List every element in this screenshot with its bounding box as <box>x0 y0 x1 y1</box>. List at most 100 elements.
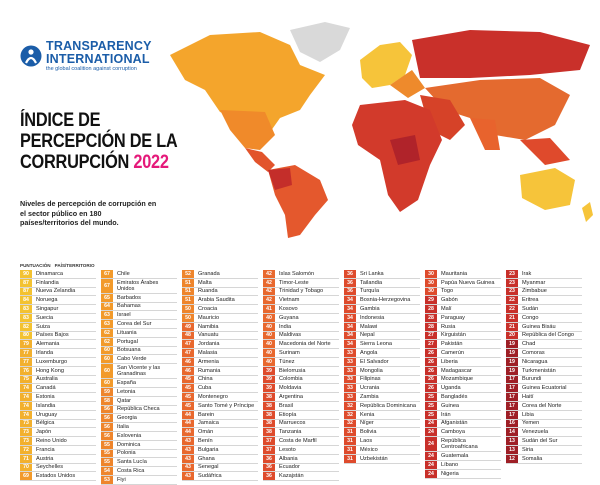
table-row: 67 Chile <box>101 270 177 279</box>
table-row: 43 Senegal <box>182 463 258 473</box>
score-cell: 24 <box>425 419 437 428</box>
table-row: 83 Singapur <box>20 305 96 314</box>
table-row: 53 Fiyi <box>101 475 177 485</box>
table-row: 82 Suiza <box>20 322 96 332</box>
country-name: Congo <box>522 314 539 321</box>
map-region <box>520 138 570 165</box>
country-name: Bielorrusia <box>279 367 306 374</box>
table-row: 32 Kenia <box>344 410 420 420</box>
score-cell: 60 <box>101 379 113 387</box>
score-cell: 39 <box>263 375 275 384</box>
country-name: Trinidad y Tobago <box>279 288 324 295</box>
table-row: 34 Sierra Leona <box>344 340 420 350</box>
score-cell: 76 <box>20 366 32 375</box>
title-year: 2022 <box>133 152 169 173</box>
score-cell: 74 <box>20 384 32 393</box>
score-cell: 55 <box>101 440 113 449</box>
country-name: Uganda <box>441 385 461 392</box>
score-cell: 87 <box>20 278 32 287</box>
score-cell: 31 <box>344 445 356 454</box>
table-row: 69 Estados Unidos <box>20 472 96 482</box>
table-row: 79 Alemania <box>20 340 96 350</box>
country-name: Siria <box>522 446 534 453</box>
table-row: 45 Montenegro <box>182 393 258 402</box>
country-name: Sudáfrica <box>198 473 222 480</box>
country-name: Indonesia <box>360 314 385 321</box>
table-row: 17 Haití <box>506 393 582 402</box>
table-row: 26 Liberia <box>425 357 501 367</box>
table-row: 55 Santa Lucía <box>101 458 177 468</box>
score-cell: 47 <box>182 340 194 349</box>
score-cell: 27 <box>425 340 437 349</box>
score-table: 90 Dinamarca 87 Finlandia 87 Nueva Zelandia 84… <box>20 270 585 485</box>
map-region <box>520 168 575 210</box>
title-line: ÍNDICE DE <box>20 110 101 131</box>
score-cell: 62 <box>101 328 113 337</box>
score-cell: 52 <box>182 270 194 278</box>
map-region <box>582 202 593 222</box>
country-name: Eritrea <box>522 297 539 304</box>
map-region <box>425 78 570 140</box>
table-row: 38 Tanzania <box>263 428 339 438</box>
table-row: 31 México <box>344 445 420 455</box>
score-cell: 29 <box>425 296 437 305</box>
table-row: 34 Bosnia-Herzegovina <box>344 296 420 306</box>
score-cell: 45 <box>182 401 194 410</box>
table-row: 75 Australia <box>20 375 96 385</box>
country-name: Costa de Marfil <box>279 437 317 444</box>
score-cell: 44 <box>182 428 194 437</box>
score-cell: 28 <box>425 305 437 313</box>
title: ÍNDICE DE PERCEPCIÓN DE LA CORRUPCIÓN 20… <box>20 110 178 173</box>
table-row: 55 Dominica <box>101 440 177 450</box>
table-row: 33 Ucrania <box>344 384 420 394</box>
country-name: Cabo Verde <box>117 356 147 363</box>
score-cell: 36 <box>344 278 356 287</box>
country-name: Sudán del Sur <box>522 437 558 444</box>
score-cell: 38 <box>263 410 275 419</box>
score-cell: 42 <box>263 278 275 287</box>
score-cell: 16 <box>506 419 518 428</box>
country-name: Turkmenistán <box>522 367 556 374</box>
table-row: 33 Zambia <box>344 393 420 402</box>
country-name: Túnez <box>279 358 295 365</box>
score-cell: 51 <box>182 278 194 287</box>
country-name: Suiza <box>36 323 50 330</box>
country-name: Granada <box>198 270 220 277</box>
country-name: Kenia <box>360 411 375 418</box>
header-country: PAÍS/TERRITORIO <box>54 263 95 268</box>
table-row: 58 Qatar <box>101 396 177 406</box>
country-name: Lesoto <box>279 446 296 453</box>
table-row: 36 Tailandia <box>344 278 420 288</box>
table-row: 26 Mozambique <box>425 375 501 385</box>
country-name: Guinea Bisáu <box>522 323 556 330</box>
score-cell: 28 <box>425 313 437 322</box>
score-cell: 33 <box>344 366 356 375</box>
country-name: Guyana <box>279 314 299 321</box>
table-row: 74 Canadá <box>20 384 96 394</box>
country-name: Irán <box>441 411 451 418</box>
score-cell: 25 <box>425 393 437 401</box>
table-row: 25 Bangladés <box>425 393 501 402</box>
country-name: Israel <box>117 312 131 319</box>
score-cell: 44 <box>182 419 194 428</box>
country-name: Argentina <box>279 393 303 400</box>
table-column: 23 Irak 23 Myanmar 23 Zimbabue 22 Eritrea 22 Sudá… <box>506 270 582 464</box>
score-cell: 84 <box>20 296 32 305</box>
table-row: 21 Congo <box>506 313 582 323</box>
score-cell: 13 <box>506 437 518 445</box>
score-cell: 17 <box>506 401 518 410</box>
country-name: San Vicente y las Granadinas <box>117 364 161 378</box>
score-cell: 82 <box>20 322 32 331</box>
score-cell: 21 <box>506 313 518 322</box>
country-name: Seychelles <box>36 464 64 471</box>
map-region <box>360 42 412 88</box>
country-name: Barein <box>198 411 215 418</box>
score-cell: 44 <box>182 410 194 419</box>
country-name: Portugal <box>117 338 138 345</box>
score-cell: 26 <box>425 366 437 375</box>
country-name: Finlandia <box>36 279 59 286</box>
country-name: Islas Salomón <box>279 270 315 277</box>
map-region <box>412 30 590 78</box>
country-name: Mauritania <box>441 270 468 277</box>
country-name: Togo <box>441 288 454 295</box>
